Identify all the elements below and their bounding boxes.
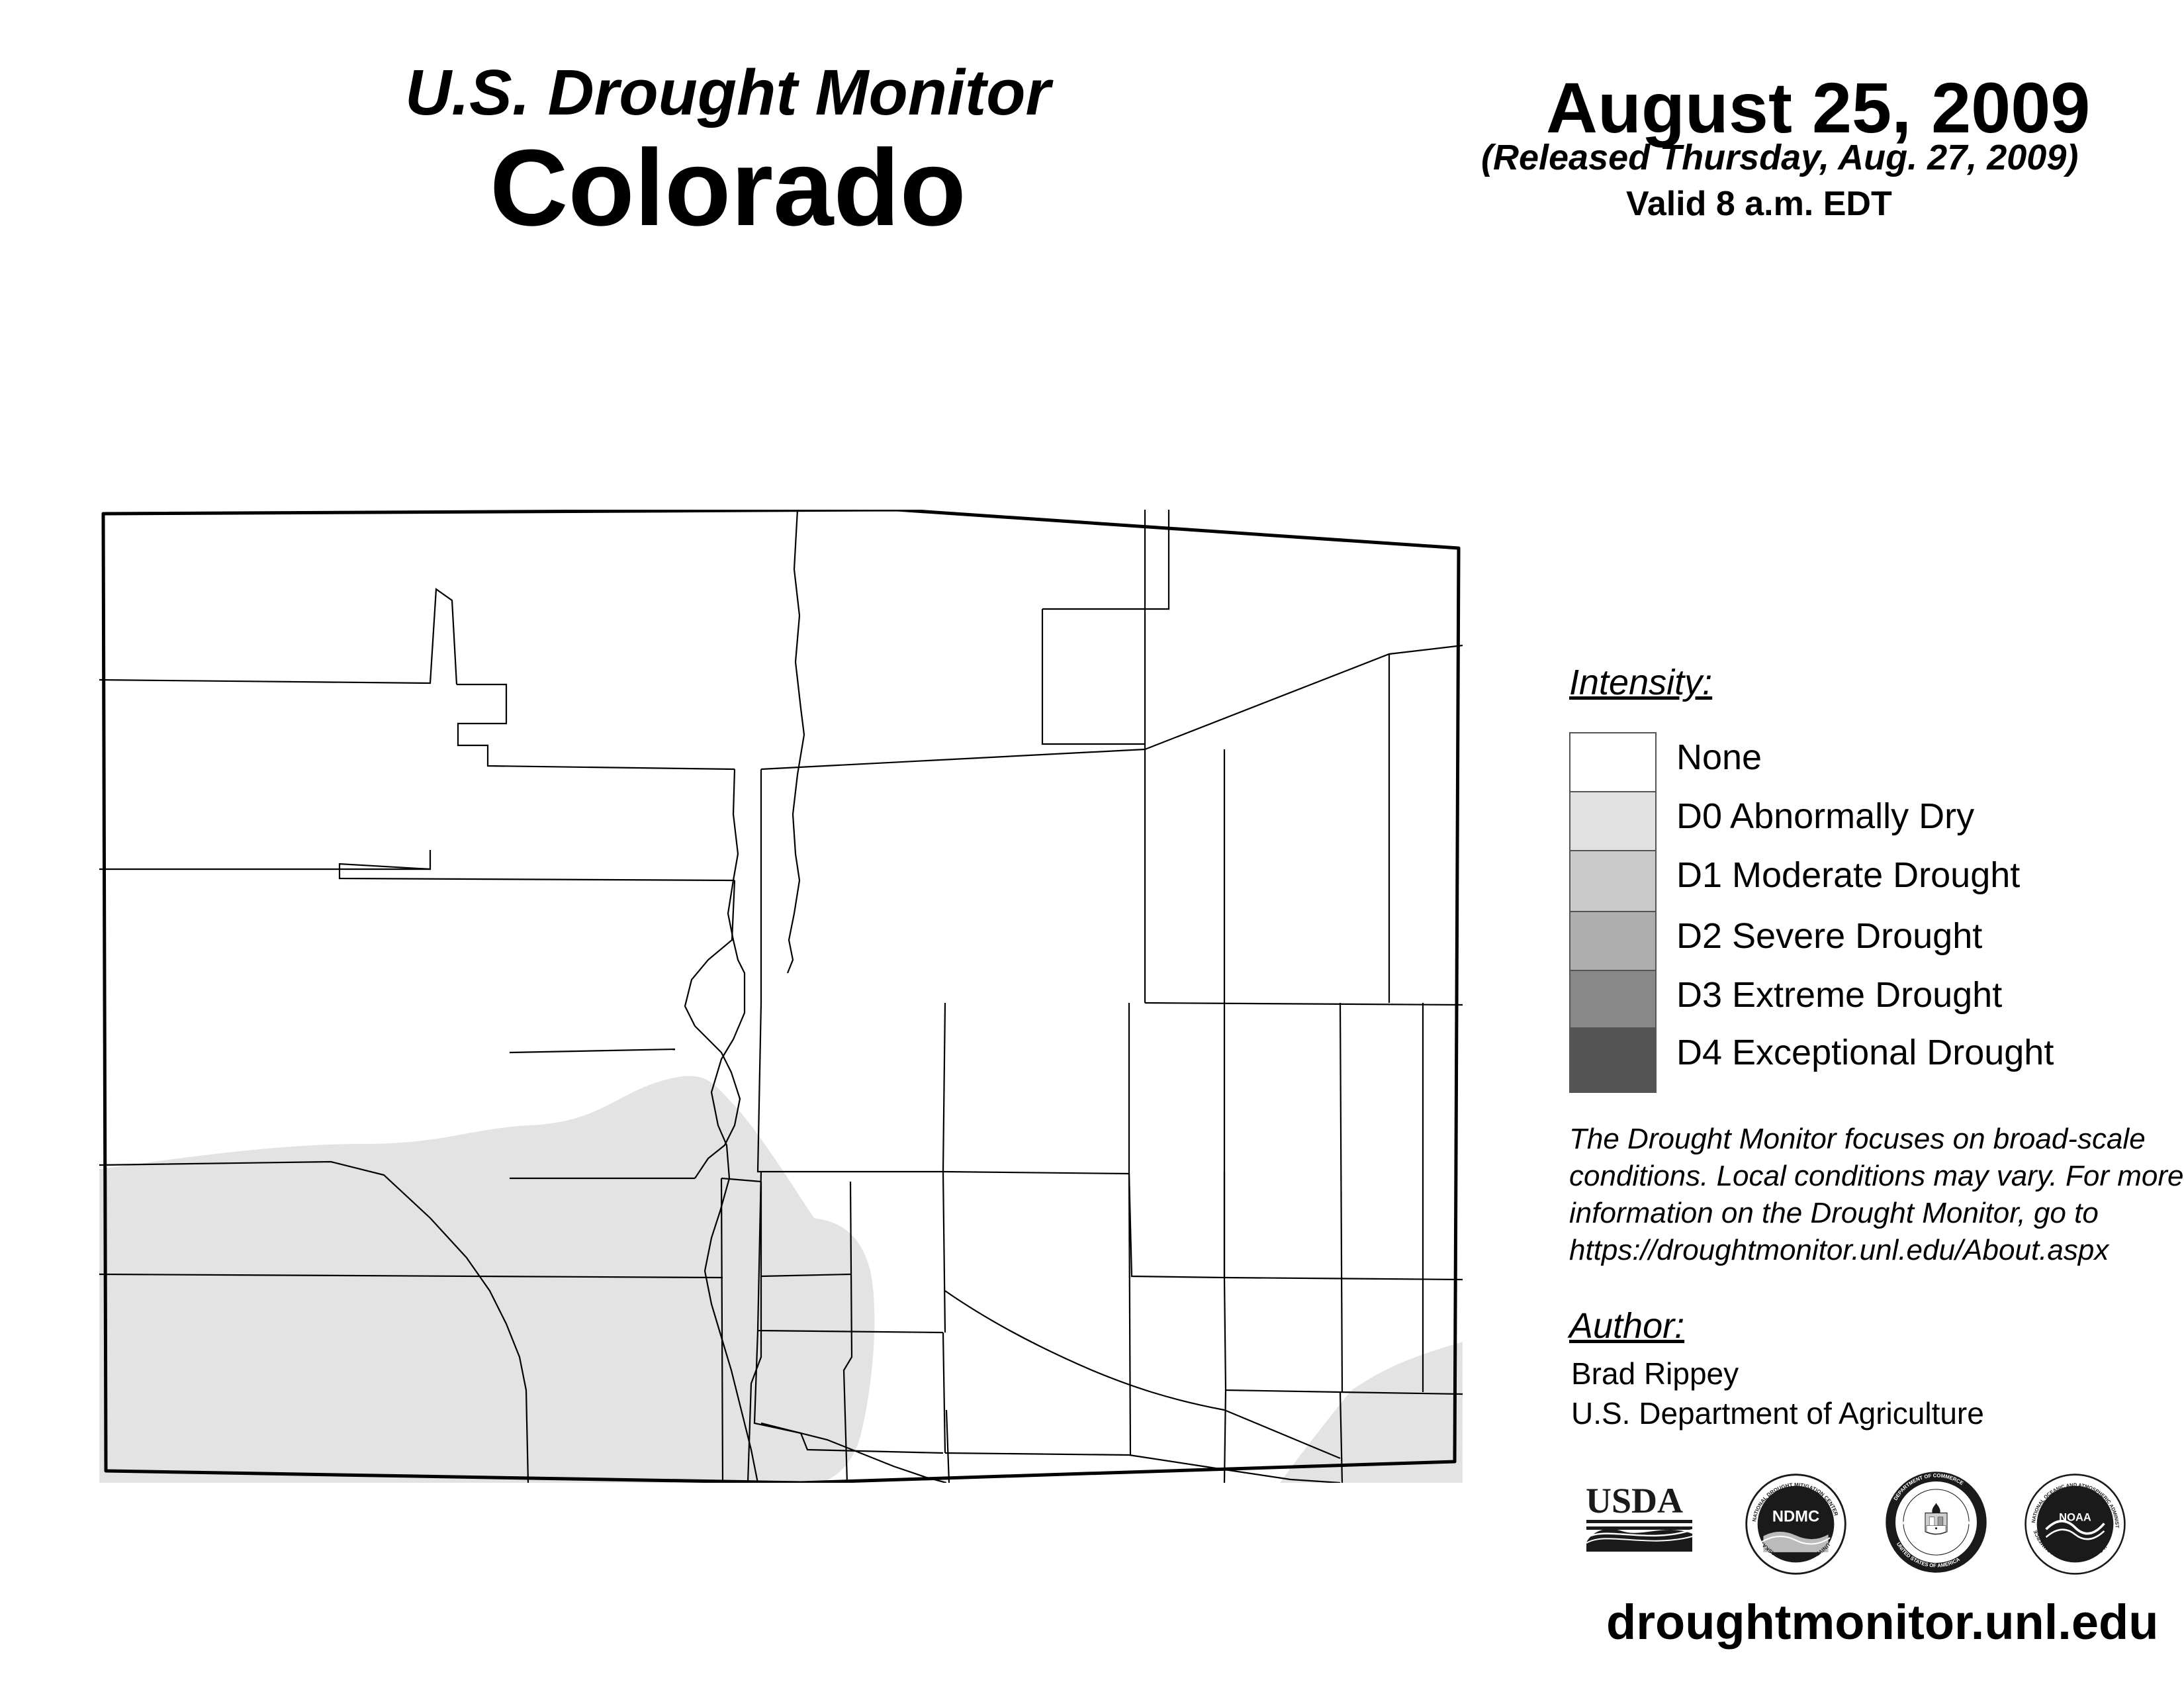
svg-text:NDMC: NDMC: [1772, 1507, 1819, 1525]
svg-text:★: ★: [1901, 1520, 1907, 1527]
svg-text:USDA: USDA: [1586, 1481, 1683, 1521]
svg-text:★: ★: [1965, 1520, 1971, 1527]
